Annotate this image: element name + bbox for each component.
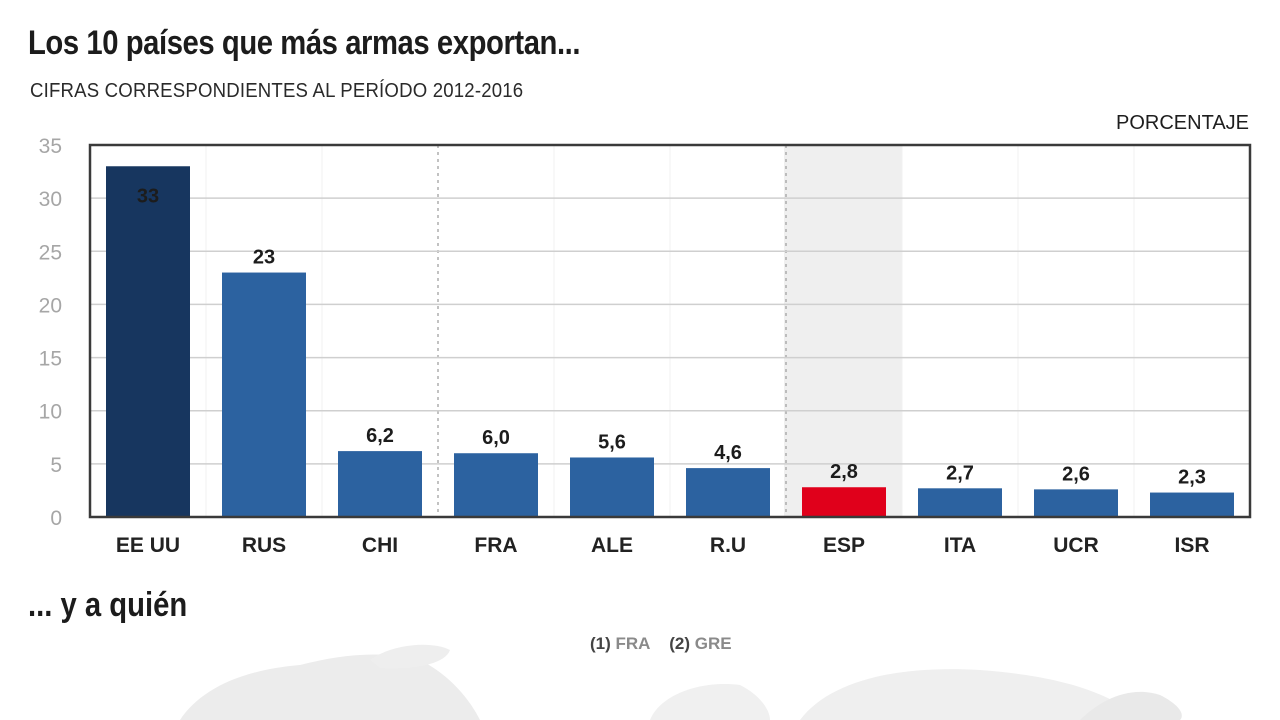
x-tick-label: FRA <box>474 534 517 557</box>
chart-subtitle: CIFRAS CORRESPONDIENTES AL PERÍODO 2012-… <box>30 80 524 102</box>
map-east-asia <box>1080 691 1182 720</box>
chart-title: Los 10 países que más armas exportan... <box>28 24 581 62</box>
x-tick-label: R.U <box>710 534 746 557</box>
bar-esp <box>802 487 886 517</box>
destination-legend: (1) FRA (2) GRE <box>590 634 746 654</box>
bar-chart: 0 5 10 15 20 25 30 35 EE UU RUS CHI FRA ALE R.U ESP IT… <box>39 135 1252 557</box>
value-label: 23 <box>253 247 275 269</box>
highlight-band <box>784 145 902 517</box>
y-tick-label: 25 <box>39 241 62 264</box>
legend-code: GRE <box>694 634 732 653</box>
x-tick-label: ITA <box>944 534 976 557</box>
bar-ale <box>570 457 654 517</box>
value-label: 2,8 <box>830 461 858 483</box>
bar-layer <box>106 166 1234 517</box>
y-axis-unit-label: PORCENTAJE <box>1116 112 1249 134</box>
value-label: 4,6 <box>714 442 742 464</box>
x-axis-ticks: EE UU RUS CHI FRA ALE R.U ESP ITA UCR ISR <box>116 534 1210 557</box>
x-tick-label: ALE <box>591 534 633 557</box>
legend-code: FRA <box>615 634 651 653</box>
value-label: 5,6 <box>598 431 626 453</box>
x-tick-label: CHI <box>362 534 398 557</box>
y-tick-label: 15 <box>39 348 62 371</box>
x-tick-label: ISR <box>1174 534 1209 557</box>
value-label: 6,2 <box>366 425 394 447</box>
bar-ucr <box>1034 489 1118 517</box>
value-label: 2,3 <box>1178 467 1206 489</box>
x-tick-label: RUS <box>242 534 286 557</box>
x-tick-label: EE UU <box>116 534 180 557</box>
value-label: 2,7 <box>946 462 974 484</box>
bar-ru <box>686 468 770 517</box>
y-tick-label: 5 <box>50 454 62 477</box>
section-heading-destinations: ... y a quién <box>28 586 188 624</box>
bar-fra <box>454 453 538 517</box>
plot-border <box>88 143 1252 519</box>
bar-rus <box>222 272 306 517</box>
value-label: 2,6 <box>1062 463 1090 485</box>
x-tick-label: UCR <box>1053 534 1099 557</box>
y-axis-ticks: 0 5 10 15 20 25 30 35 <box>39 135 62 530</box>
y-tick-label: 35 <box>39 135 62 158</box>
map-europe <box>650 684 770 720</box>
y-tick-label: 0 <box>50 507 62 530</box>
bar-chi <box>338 451 422 517</box>
y-tick-label: 20 <box>39 294 62 317</box>
map-greenland <box>370 644 450 669</box>
bar-eeuu <box>106 166 190 517</box>
legend-number: (2) <box>669 634 690 653</box>
world-map-silhouette <box>180 644 1182 720</box>
y-tick-label: 10 <box>39 401 62 424</box>
highlight-band-layer <box>784 145 902 517</box>
map-asia <box>800 669 1140 720</box>
bar-ita <box>918 488 1002 517</box>
value-labels: 33 23 6,2 6,0 5,6 4,6 2,8 2,7 2,6 2,3 <box>137 185 1206 488</box>
map-north-america <box>180 654 480 720</box>
value-label: 33 <box>137 185 159 207</box>
bar-isr <box>1150 492 1234 517</box>
value-label: 6,0 <box>482 427 510 449</box>
plot-frame <box>88 143 1252 519</box>
legend-number: (1) <box>590 634 611 653</box>
y-tick-label: 30 <box>39 188 62 211</box>
x-tick-label: ESP <box>823 534 865 557</box>
